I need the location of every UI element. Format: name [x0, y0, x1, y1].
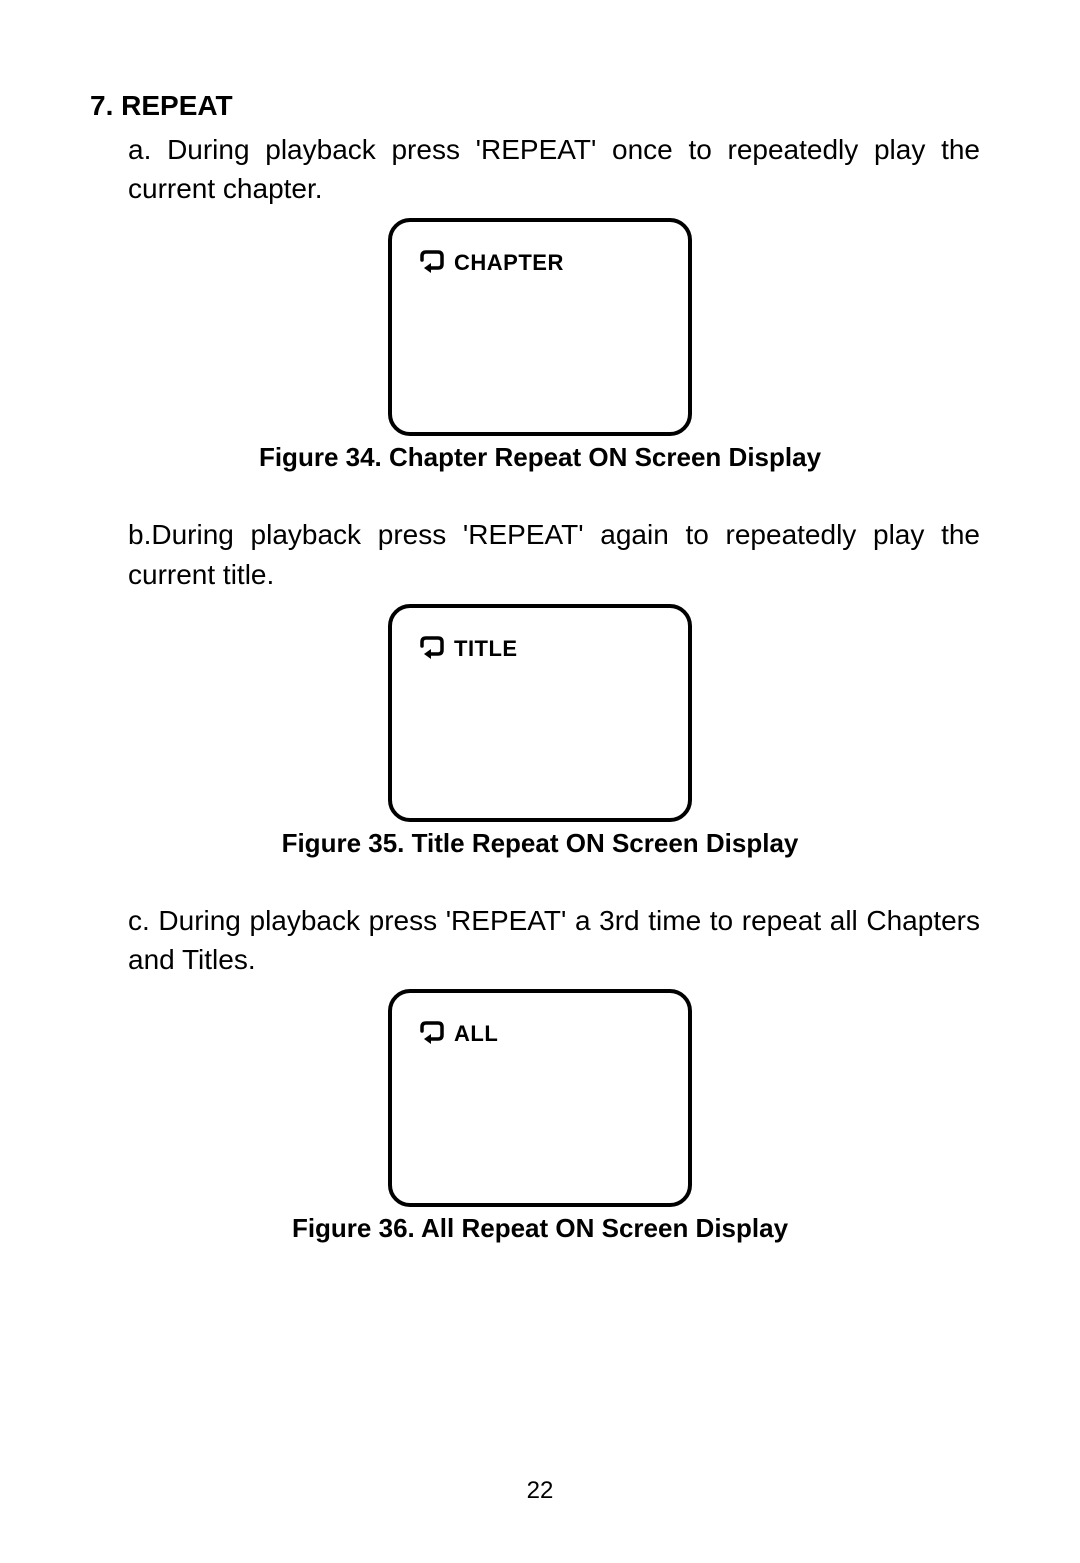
figure-caption-35: Figure 35. Title Repeat ON Screen Displa… — [80, 828, 1000, 859]
item-text-c: c. During playback press 'REPEAT' a 3rd … — [128, 901, 980, 979]
item-block-a: a. During playback press 'REPEAT' once t… — [80, 130, 1000, 473]
osd-label: ALL — [454, 1021, 498, 1047]
osd-box-title: TITLE — [388, 604, 692, 822]
osd-content: ALL — [416, 1021, 688, 1047]
item-text-b: b.During playback press 'REPEAT' again t… — [128, 515, 980, 593]
item-text-a: a. During playback press 'REPEAT' once t… — [128, 130, 980, 208]
repeat-icon — [416, 636, 448, 662]
osd-label: TITLE — [454, 636, 518, 662]
osd-box-all: ALL — [388, 989, 692, 1207]
figure-caption-36: Figure 36. All Repeat ON Screen Display — [80, 1213, 1000, 1244]
repeat-icon — [416, 250, 448, 276]
item-block-c: c. During playback press 'REPEAT' a 3rd … — [80, 901, 1000, 1244]
osd-box-chapter: CHAPTER — [388, 218, 692, 436]
item-block-b: b.During playback press 'REPEAT' again t… — [80, 515, 1000, 858]
osd-content: CHAPTER — [416, 250, 688, 276]
repeat-icon — [416, 1021, 448, 1047]
osd-label: CHAPTER — [454, 250, 564, 276]
page-number: 22 — [0, 1477, 1080, 1505]
figure-caption-34: Figure 34. Chapter Repeat ON Screen Disp… — [80, 442, 1000, 473]
osd-content: TITLE — [416, 636, 688, 662]
section-heading: 7. REPEAT — [90, 90, 1000, 122]
